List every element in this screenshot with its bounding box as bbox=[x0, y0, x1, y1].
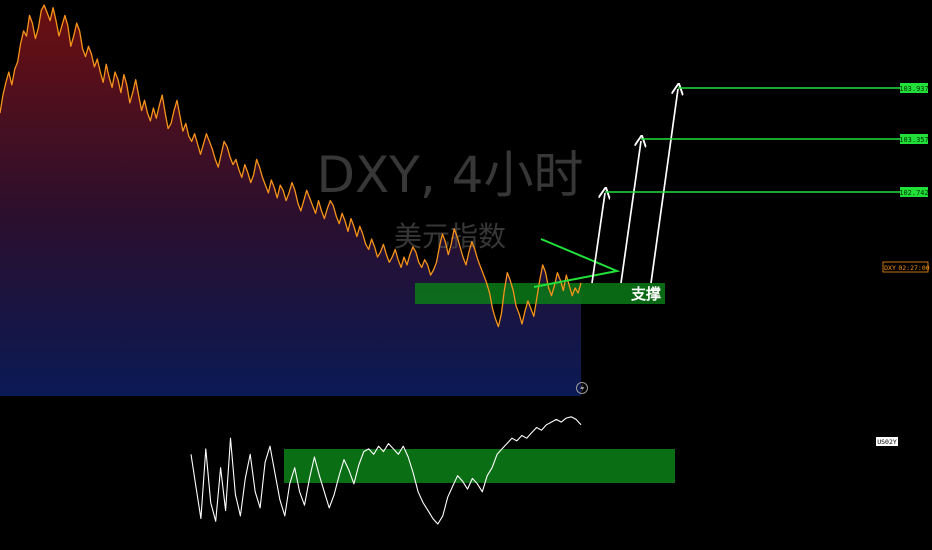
us02y-panel: US02Y bbox=[190, 416, 898, 525]
price-tag: DXY 02:27:00 bbox=[882, 261, 930, 273]
price-line bbox=[0, 4, 582, 328]
price-panel: DXY, 4小时 美元指数 支撑 102.742 103.357 103.937 bbox=[0, 4, 930, 396]
target-tag-3-value: 103.937 bbox=[899, 85, 929, 93]
support-zone bbox=[415, 283, 665, 304]
target-tag-1-value: 102.742 bbox=[899, 189, 929, 197]
arrow-target-1 bbox=[591, 193, 605, 284]
arrow-target-3 bbox=[650, 89, 678, 284]
us02y-line bbox=[190, 416, 582, 525]
us02y-tag-label: US02Y bbox=[877, 438, 897, 446]
target-tag-1: 102.742 bbox=[899, 187, 929, 197]
arrow-target-2 bbox=[620, 141, 641, 284]
us02y-zone bbox=[284, 449, 675, 483]
target-tag-2: 103.357 bbox=[899, 134, 929, 144]
us02y-tag: US02Y bbox=[876, 437, 898, 446]
triangle-pattern bbox=[533, 238, 621, 288]
price-tag-time: 02:27:00 bbox=[898, 264, 929, 272]
support-label: 支撑 bbox=[630, 285, 661, 303]
lightning-icon[interactable] bbox=[576, 382, 588, 394]
target-tag-2-value: 103.357 bbox=[899, 136, 929, 144]
watermark-symbol: DXY, 4小时 bbox=[317, 146, 584, 204]
target-tag-3: 103.937 bbox=[899, 83, 929, 93]
price-tag-symbol: DXY bbox=[884, 264, 896, 272]
